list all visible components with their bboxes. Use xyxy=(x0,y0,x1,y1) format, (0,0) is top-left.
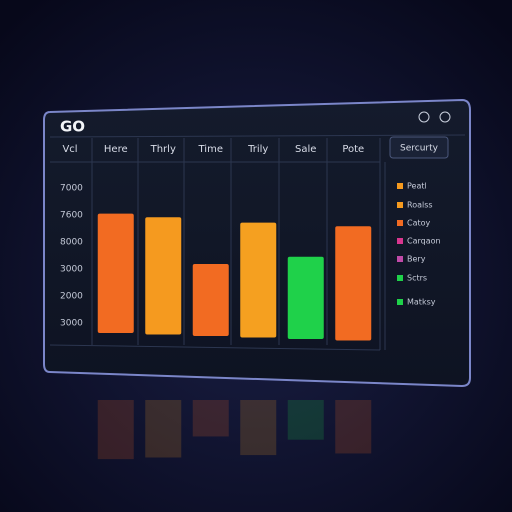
bar-reflection xyxy=(97,400,134,460)
bar xyxy=(145,217,182,335)
bar xyxy=(97,213,134,333)
icon[interactable] xyxy=(418,111,430,123)
legend-label: Sctrs xyxy=(407,274,427,283)
column-header: Time xyxy=(198,144,223,155)
column-header: Pote xyxy=(342,144,364,155)
divider xyxy=(49,134,466,138)
legend-swatch xyxy=(397,299,403,305)
legend-swatch xyxy=(397,220,403,226)
bar xyxy=(240,222,277,338)
y-label: 3000 xyxy=(60,265,83,275)
button-label[interactable]: Sercurty xyxy=(400,144,439,154)
column-header: Sale xyxy=(295,144,316,155)
y-label: 7600 xyxy=(60,211,83,221)
bar-reflection xyxy=(145,400,182,458)
corner-label: Vcl xyxy=(62,144,77,155)
legend-swatch xyxy=(397,183,403,189)
legend-label: Carqaon xyxy=(407,237,441,246)
legend-swatch xyxy=(397,275,403,281)
title: GO xyxy=(60,118,85,136)
grid-line xyxy=(49,344,381,351)
bar-reflection xyxy=(335,400,372,454)
column-header: Here xyxy=(104,144,128,155)
bar xyxy=(287,256,324,339)
legend-label: Catoy xyxy=(407,219,431,228)
button[interactable] xyxy=(389,136,449,159)
legend-swatch xyxy=(397,202,403,208)
bar xyxy=(335,226,372,341)
y-label: 8000 xyxy=(60,238,83,248)
legend-swatch xyxy=(397,238,403,244)
legend-label: Matksy xyxy=(407,298,436,307)
y-label: 2000 xyxy=(60,292,83,302)
legend-label: Peatl xyxy=(407,182,427,191)
y-label: 7000 xyxy=(60,184,83,194)
y-label: 3000 xyxy=(60,319,83,329)
grid xyxy=(49,138,386,351)
bar-reflection xyxy=(192,400,229,437)
legend-swatch xyxy=(397,256,403,262)
bar-reflection xyxy=(240,400,277,456)
bar-reflection xyxy=(287,400,324,440)
legend-label: Bery xyxy=(407,255,426,264)
bar xyxy=(192,264,229,336)
column-header: Thrly xyxy=(150,144,176,155)
legend-label: Roalss xyxy=(407,201,433,210)
column-header: Trily xyxy=(247,144,268,155)
icon[interactable] xyxy=(439,111,451,123)
